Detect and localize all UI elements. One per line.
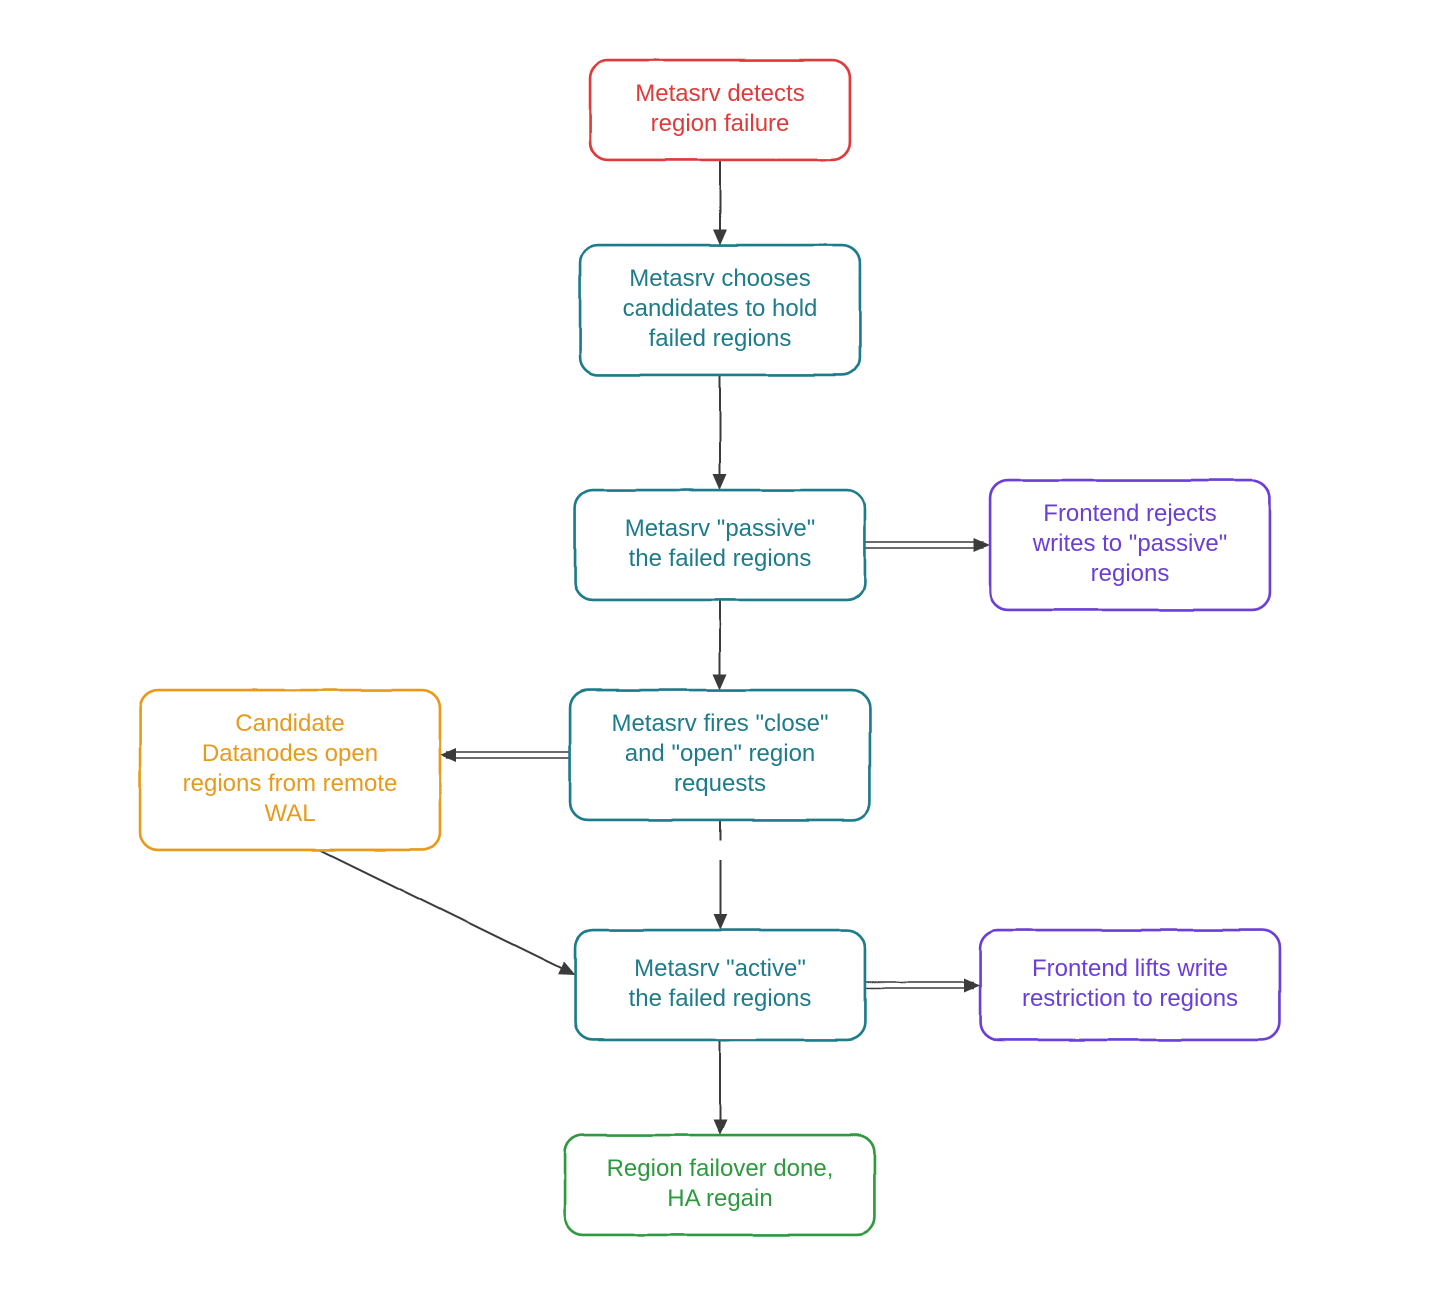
edge-candidate-active [320,850,575,975]
edge-active-done [713,1040,727,1135]
edge-active-lift [865,978,980,992]
node-label-choose: Metasrv choosescandidates to holdfailed … [623,265,818,352]
flowchart-canvas: Metasrv detectsregion failureMetasrv cho… [0,0,1440,1300]
edge-fire-candidate [440,748,570,762]
nodes-layer: Metasrv detectsregion failureMetasrv cho… [140,60,1280,1235]
edge-choose-passive [713,375,727,490]
edge-fire-active [713,820,727,930]
edge-passive-fire [713,600,727,690]
edge-passive-reject [865,538,990,552]
edge-detect-choose [713,160,727,245]
